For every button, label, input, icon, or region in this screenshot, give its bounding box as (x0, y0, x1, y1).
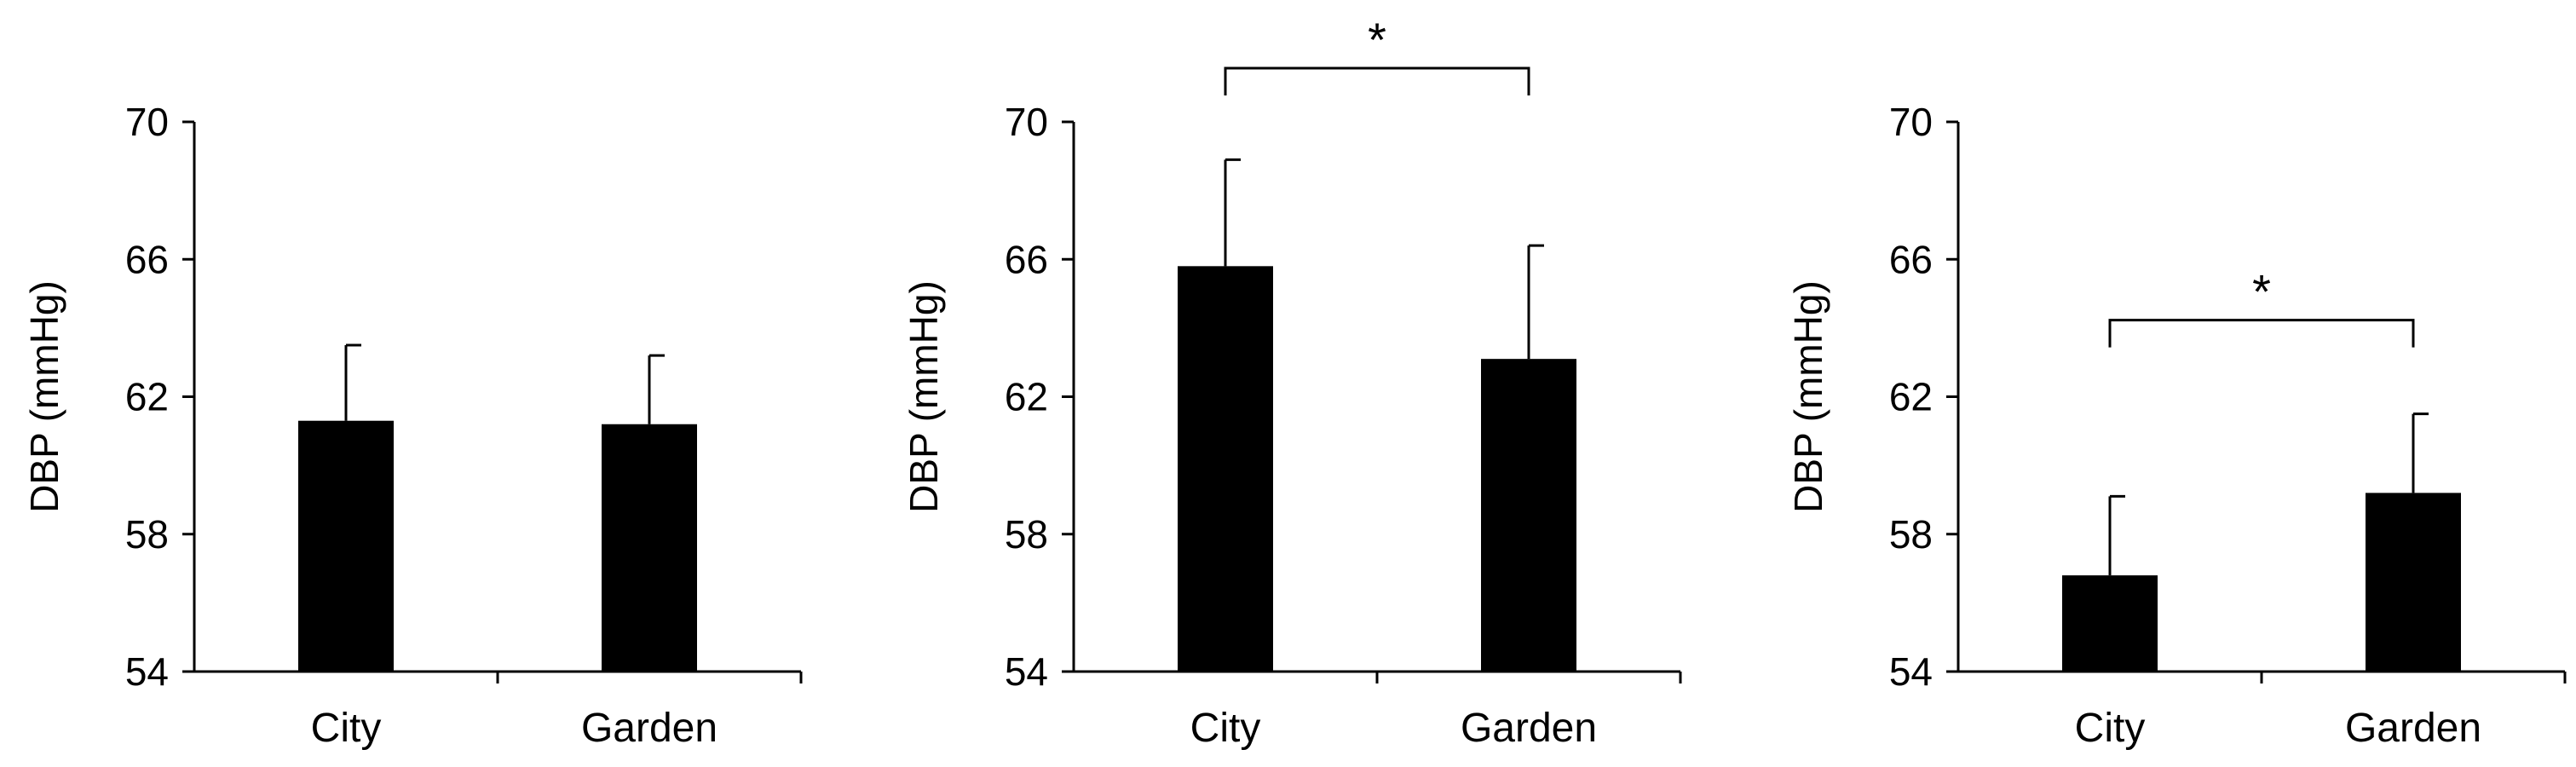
y-axis-label: DBP (mmHg) (902, 280, 946, 513)
bar-city (2062, 575, 2158, 672)
bar-city (1178, 266, 1273, 672)
x-category-label: Garden (1461, 706, 1597, 751)
y-tick-label: 58 (125, 512, 169, 557)
y-tick-label: 70 (1005, 100, 1048, 144)
y-tick-label: 70 (1889, 100, 1933, 144)
y-tick-label: 58 (1005, 512, 1048, 557)
chart-panel-1: 54 58 62 66 70 City Garden DBP (mmHg) (22, 100, 803, 751)
y-tick-label: 54 (125, 649, 169, 694)
y-tick-label: 62 (1889, 375, 1933, 419)
significance-marker: * (2252, 265, 2271, 319)
bar-garden (602, 424, 697, 672)
significance-marker: * (1368, 13, 1386, 66)
y-tick-label: 66 (1889, 237, 1933, 281)
y-axis-label: DBP (mmHg) (22, 280, 66, 513)
x-category-label: Garden (2345, 706, 2481, 751)
y-tick-label: 54 (1889, 649, 1933, 694)
x-category-label: City (311, 706, 382, 751)
y-tick-label: 54 (1005, 649, 1048, 694)
y-tick-label: 66 (1005, 237, 1048, 281)
bar-city (298, 420, 394, 672)
y-axis-label: DBP (mmHg) (1786, 280, 1830, 513)
chart-panel-3: 54 58 62 66 70 City Garden DBP (mmHg) * (1786, 100, 2567, 751)
bar-garden (2366, 493, 2461, 672)
x-category-label: City (2075, 706, 2146, 751)
y-tick-label: 66 (125, 237, 169, 281)
y-tick-label: 70 (125, 100, 169, 144)
y-tick-label: 58 (1889, 512, 1933, 557)
bar-garden (1481, 359, 1576, 672)
chart-panel-2: 54 58 62 66 70 City Garden DBP (mmHg) * (902, 13, 1682, 751)
x-category-label: City (1190, 706, 1261, 751)
significance-bracket (2108, 319, 2415, 348)
y-tick-label: 62 (125, 375, 169, 419)
y-tick-label: 62 (1005, 375, 1048, 419)
significance-bracket (1224, 66, 1530, 95)
x-category-label: Garden (581, 706, 717, 751)
